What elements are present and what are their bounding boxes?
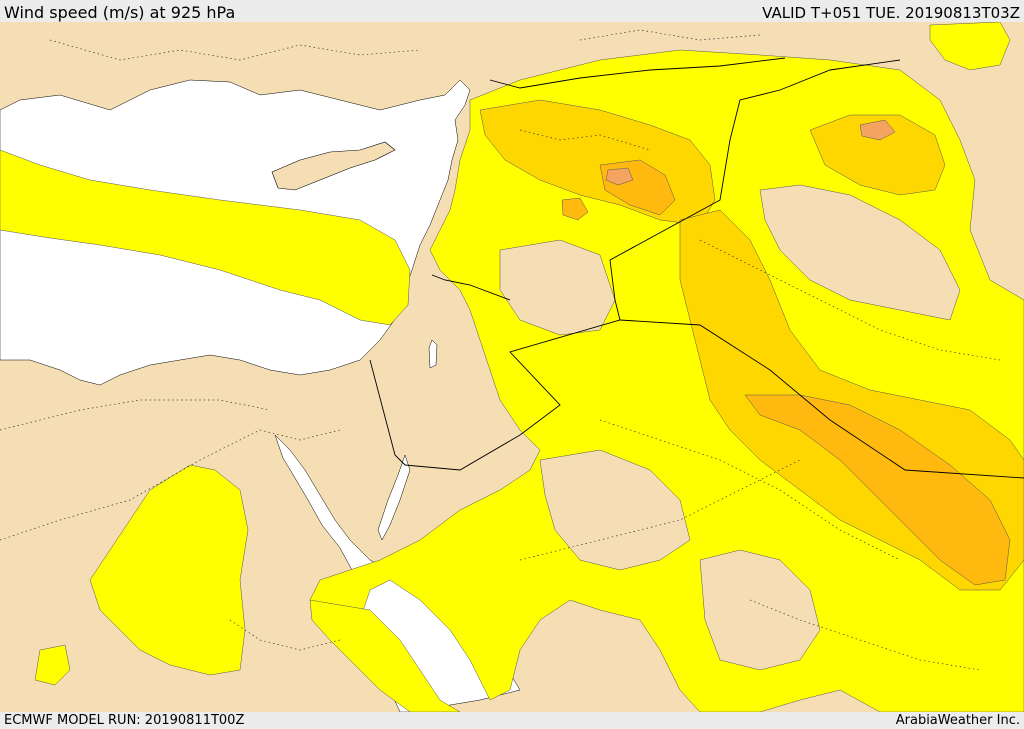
orange-band-iraq — [744, 394, 1011, 586]
dark-orange-band-syria — [605, 167, 634, 186]
model-run-label: ECMWF MODEL RUN: 20190811T00Z — [4, 713, 245, 728]
admin-borders — [0, 29, 1001, 671]
tan-pocket-jordan — [499, 239, 616, 336]
yellow-band-sudan — [34, 644, 71, 686]
brand-label: ArabiaWeather Inc. — [895, 713, 1020, 728]
tan-pocket-saudi — [539, 449, 691, 571]
yellow-band-med — [0, 149, 411, 326]
map-footer: ECMWF MODEL RUN: 20190811T00Z ArabiaWeat… — [0, 712, 1024, 729]
yellow-band-east-africa — [309, 599, 461, 712]
orange-band-iran-small — [859, 119, 896, 141]
wind-speed-map — [0, 22, 1024, 712]
cyprus-island — [271, 141, 396, 191]
tan-pocket-south — [699, 549, 821, 671]
gulf-of-aqaba — [377, 454, 411, 541]
dead-sea — [428, 339, 438, 369]
yellow-band-iran-north — [929, 22, 1011, 71]
map-header: Wind speed (m/s) at 925 hPa VALID T+051 … — [0, 0, 1024, 22]
map-title: Wind speed (m/s) at 925 hPa — [4, 3, 236, 22]
yellow-band-egypt-west — [89, 464, 249, 676]
valid-time-label: VALID T+051 TUE. 20190813T03Z — [762, 4, 1020, 22]
country-borders — [369, 57, 1024, 479]
orange-band-syria-small — [561, 197, 589, 221]
tan-pocket-iraq — [759, 184, 961, 321]
gold-band-iran — [809, 114, 946, 196]
